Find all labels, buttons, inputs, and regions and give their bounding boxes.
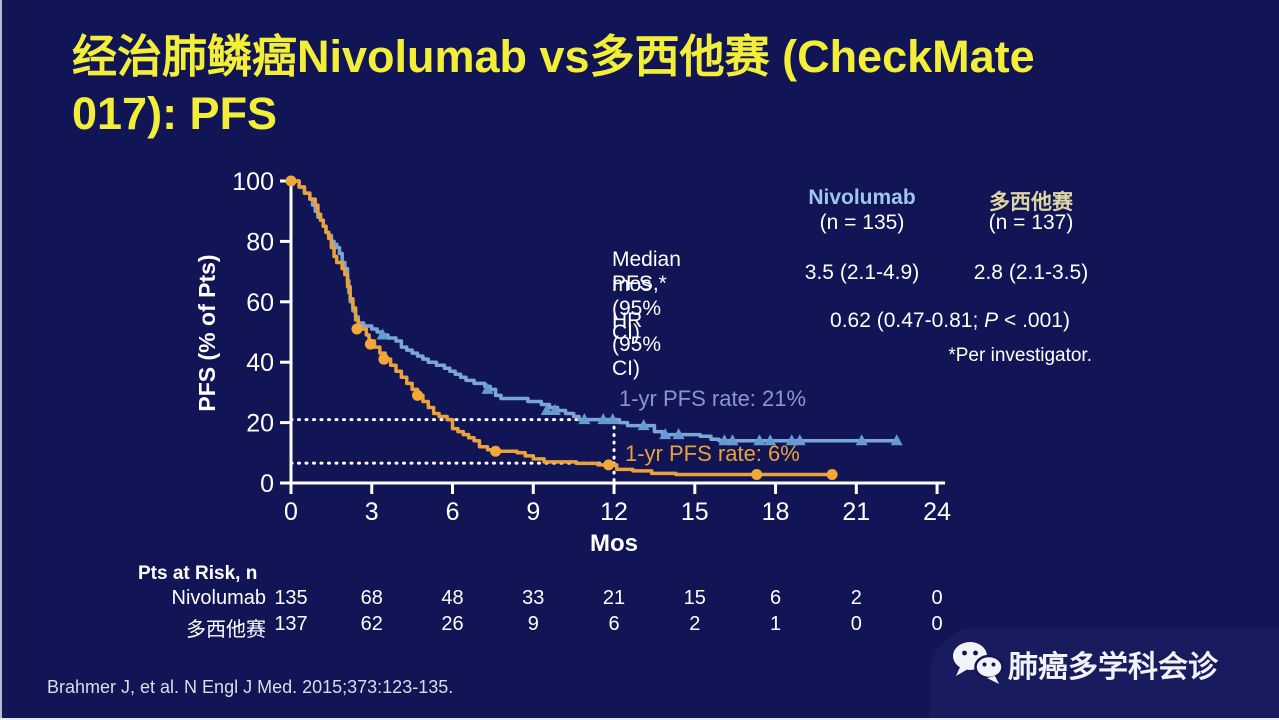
risk-value: 33 [522, 587, 545, 609]
y-tick-label: 100 [232, 168, 274, 196]
x-tick-label: 9 [526, 498, 540, 526]
docetaxel-censor-marker [412, 389, 424, 401]
nivolumab-censor-marker [637, 419, 650, 431]
docetaxel-1yr-pfs-annotation: 1-yr PFS rate: 6% [625, 441, 800, 466]
nivolumab-censor-marker [793, 434, 806, 446]
risk-value: 26 [441, 613, 464, 635]
stats-col2-n: (n = 137) [988, 211, 1074, 234]
median-pfs-label-line1: Median PFS,* [612, 248, 681, 295]
nivolumab-censor-marker [481, 382, 494, 394]
x-tick-label: 21 [842, 498, 870, 526]
footnote-per-investigator: *Per investigator. [948, 345, 1092, 366]
nivolumab-censor-marker [548, 404, 561, 416]
slide-title-line2: 017): PFS [72, 88, 278, 139]
risk-row-label: 多西他赛 [186, 619, 266, 641]
risk-value: 1 [769, 613, 782, 635]
docetaxel-censor-marker [490, 445, 502, 457]
nivolumab-censor-marker [672, 428, 685, 440]
nivolumab-censor-marker [540, 404, 553, 416]
risk-value: 135 [274, 587, 308, 609]
risk-value: 48 [441, 587, 464, 609]
hr-label: HR (95% CI) [612, 309, 662, 380]
wechat-account-name: 肺癌多学科会诊 [1008, 651, 1218, 684]
nivolumab-censor-marker [659, 428, 672, 440]
nivolumab-censor-marker [785, 434, 798, 446]
y-tick-label: 80 [246, 228, 274, 256]
wechat-icon [953, 642, 1004, 684]
x-tick-label: 6 [446, 498, 460, 526]
stats-col1-header: Nivolumab [808, 186, 916, 209]
pts-at-risk-title: Pts at Risk, n [138, 563, 258, 584]
stats-col2-header: 多西他赛 [989, 191, 1073, 214]
nivolumab-1yr-pfs-annotation: 1-yr PFS rate: 21% [619, 386, 807, 411]
x-tick-label: 3 [365, 498, 379, 526]
nivolumab-censor-marker [718, 434, 731, 446]
y-tick-label: 0 [260, 470, 274, 498]
risk-value: 2 [850, 587, 862, 609]
x-tick-label: 24 [923, 498, 951, 526]
nivolumab-censor-marker [855, 434, 868, 446]
citation: Brahmer J, et al. N Engl J Med. 2015;373… [47, 677, 454, 697]
nivolumab-censor-marker [597, 413, 610, 425]
hr-value-p: P [984, 309, 999, 332]
median-pfs-nivolumab: 3.5 (2.1-4.9) [804, 261, 920, 284]
x-axis-title: Mos [590, 530, 638, 557]
nivolumab-censor-marker [376, 328, 389, 340]
docetaxel-censor-marker [285, 175, 297, 187]
y-tick-label: 40 [246, 349, 274, 377]
risk-row: Nivolumab 135 68 48 33 21 15 6 2 0 [0, 587, 1279, 611]
x-tick-label: 15 [681, 498, 709, 526]
risk-value: 0 [850, 613, 862, 635]
docetaxel-curve [291, 179, 835, 477]
hr-value-post: < .001) [998, 309, 1070, 332]
y-tick-label: 20 [246, 410, 274, 438]
slide-title-line1: 经治肺鳞癌Nivolumab vs多西他赛 (CheckMate [72, 31, 1035, 82]
x-tick-label: 0 [284, 498, 298, 526]
risk-value: 0 [931, 587, 943, 609]
slide-left-border [0, 0, 2, 720]
risk-value: 15 [683, 587, 706, 609]
x-tick-label: 12 [600, 498, 628, 526]
docetaxel-censor-marker [751, 469, 763, 481]
docetaxel-censor-marker [826, 469, 838, 481]
median-pfs-label-line2: mos (95% CI) [612, 273, 662, 344]
slide-title: 经治肺鳞癌Nivolumab vs多西他赛 (CheckMate 017): P… [72, 28, 1222, 142]
y-axis-title: PFS (% of Pts) [194, 254, 220, 412]
risk-value: 137 [274, 613, 308, 635]
risk-value: 2 [689, 613, 701, 635]
nivolumab-censor-marker [753, 434, 766, 446]
hr-value-pre: 0.62 (0.47-0.81; [830, 309, 985, 332]
risk-row-label: Nivolumab [171, 587, 266, 609]
hr-value: 0.62 (0.47-0.81; P < .001) [790, 309, 1110, 333]
wechat-watermark: 肺癌多学科会诊 [930, 628, 1279, 720]
slide-bottom-border [0, 718, 1279, 720]
y-tick-label: 60 [246, 289, 274, 317]
risk-value: 6 [769, 587, 782, 609]
docetaxel-censor-marker [378, 353, 390, 365]
risk-value: 21 [602, 587, 626, 609]
nivolumab-censor-marker [578, 413, 591, 425]
docetaxel-censor-marker [364, 338, 376, 350]
median-pfs-docetaxel: 2.8 (2.1-3.5) [973, 261, 1089, 284]
risk-value: 6 [608, 613, 620, 635]
risk-value: 0 [931, 613, 943, 635]
risk-value: 9 [527, 613, 539, 635]
nivolumab-censor-marker [890, 434, 903, 446]
nivolumab-censor-marker [764, 434, 777, 446]
x-tick-label: 18 [762, 498, 790, 526]
risk-value: 62 [360, 613, 383, 635]
docetaxel-censor-marker [603, 459, 615, 471]
stats-col1-n: (n = 135) [819, 211, 905, 234]
risk-row: 多西他赛 137 62 26 9 6 2 1 0 0 [0, 613, 1279, 641]
nivolumab-censor-marker [606, 413, 619, 425]
docetaxel-censor-marker [351, 323, 363, 335]
nivolumab-censor-marker [726, 434, 739, 446]
risk-value: 68 [360, 587, 383, 609]
